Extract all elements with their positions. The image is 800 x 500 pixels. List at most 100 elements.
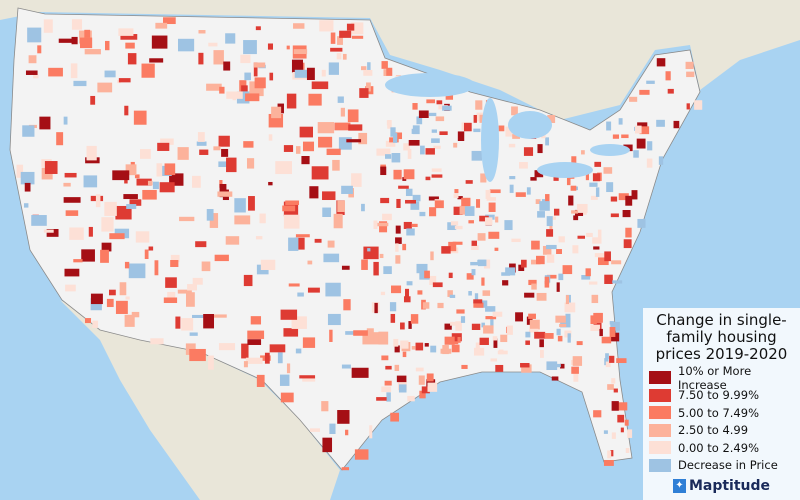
county-region (267, 43, 274, 50)
county-region (259, 213, 266, 224)
county-region (379, 221, 388, 233)
county-region (610, 332, 620, 342)
county-region (322, 191, 336, 201)
county-region (25, 70, 38, 75)
county-region (420, 145, 425, 155)
county-region (288, 283, 300, 287)
county-region (329, 423, 336, 434)
county-region (473, 128, 481, 133)
county-region (353, 330, 368, 336)
county-region (656, 119, 665, 127)
map-legend: Change in single-family housing prices 2… (643, 308, 800, 500)
legend-label: 2.50 to 4.99 (678, 423, 749, 438)
county-region (369, 425, 373, 439)
county-region (408, 321, 412, 329)
county-region (253, 62, 266, 68)
county-region (621, 134, 629, 139)
county-region (112, 170, 130, 181)
county-region (100, 249, 109, 263)
county-region (295, 234, 310, 238)
county-region (373, 261, 379, 276)
county-region (624, 419, 629, 426)
county-region (460, 316, 466, 323)
county-region (481, 322, 485, 328)
county-region (572, 245, 579, 254)
county-region (319, 20, 334, 32)
county-region (546, 244, 557, 250)
county-region (118, 78, 131, 83)
legend-item: 5.00 to 7.49% (649, 404, 794, 422)
county-region (43, 19, 53, 33)
county-region (537, 211, 545, 218)
legend-title: Change in single-family housing prices 2… (655, 311, 788, 363)
county-region (395, 237, 402, 244)
county-region (151, 35, 168, 49)
county-region (81, 249, 95, 262)
county-region (297, 292, 304, 297)
county-region (208, 355, 214, 370)
county-region (64, 172, 77, 178)
county-region (412, 125, 420, 135)
county-region (536, 255, 545, 265)
county-region (509, 184, 514, 193)
county-region (585, 171, 589, 181)
county-region (128, 263, 146, 279)
county-region (416, 116, 423, 125)
county-region (448, 272, 453, 279)
county-region (328, 62, 339, 75)
county-region (217, 191, 233, 197)
county-region (321, 401, 329, 412)
county-region (428, 196, 439, 201)
county-region (342, 53, 347, 60)
county-region (213, 50, 224, 65)
county-region (80, 37, 93, 49)
county-region (536, 292, 547, 301)
county-region (302, 375, 316, 382)
county-region (544, 333, 554, 339)
county-region (570, 185, 577, 191)
county-region (142, 189, 157, 200)
county-region (385, 140, 396, 147)
county-region (594, 161, 602, 167)
county-region (308, 93, 322, 106)
county-region (218, 135, 230, 147)
county-region (577, 203, 588, 213)
county-region (309, 186, 319, 199)
county-region (502, 280, 509, 286)
county-region (192, 314, 204, 319)
county-region (341, 185, 353, 194)
county-region (453, 206, 463, 215)
county-region (361, 66, 367, 71)
county-region (576, 341, 583, 346)
county-region (363, 69, 373, 76)
county-region (269, 344, 286, 353)
county-region (118, 28, 134, 36)
county-region (483, 259, 491, 269)
county-region (115, 300, 128, 314)
county-region (386, 120, 392, 126)
county-region (311, 166, 329, 180)
county-region (97, 82, 113, 93)
county-region (311, 81, 329, 90)
county-region (192, 175, 201, 188)
county-region (530, 177, 537, 181)
county-region (181, 318, 194, 331)
county-region (192, 277, 203, 285)
county-region (591, 294, 599, 304)
county-region (332, 159, 340, 171)
county-region (604, 251, 611, 262)
county-region (473, 299, 483, 304)
county-region (159, 182, 175, 193)
county-region (573, 215, 579, 221)
county-region (528, 328, 539, 333)
county-region (232, 92, 237, 101)
county-region (685, 61, 694, 70)
county-region (519, 162, 528, 169)
county-region (214, 254, 229, 262)
county-region (428, 112, 437, 117)
county-region (403, 221, 412, 229)
county-region (488, 231, 500, 239)
county-region (245, 93, 260, 102)
county-region (417, 290, 423, 295)
